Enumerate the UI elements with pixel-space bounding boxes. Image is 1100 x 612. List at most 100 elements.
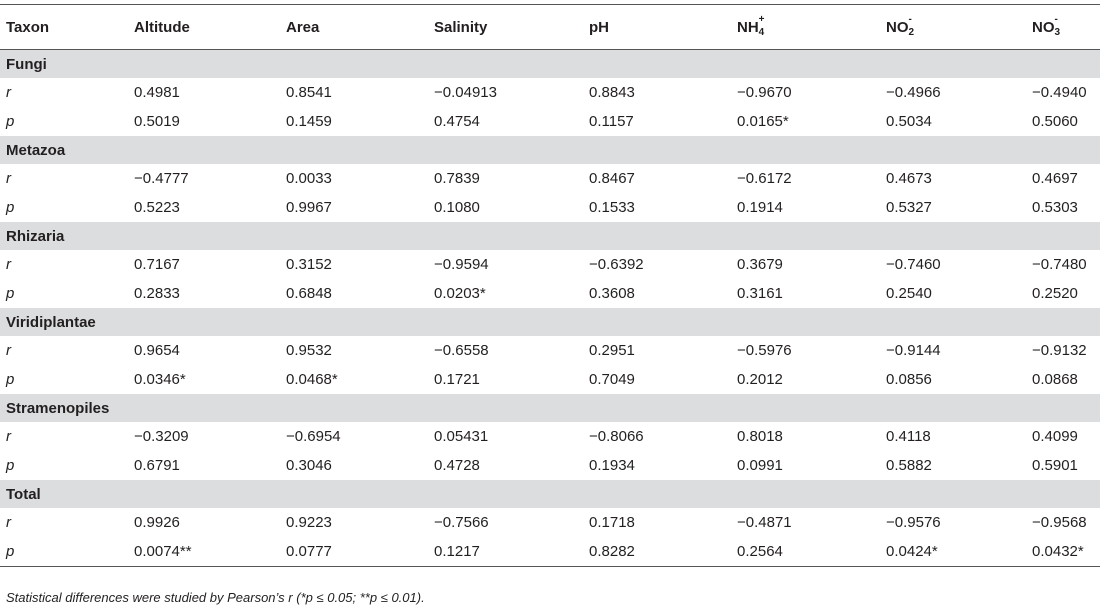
table-row: r 0.9926 0.9223 −0.7566 0.1718 −0.4871 −0.9576…: [0, 508, 1100, 537]
table-cell: 0.0033: [286, 170, 332, 187]
header-area: Area: [286, 18, 320, 36]
table-cell: 0.1533: [589, 199, 635, 216]
table-cell: 0.4673: [886, 170, 932, 187]
header-no3-sub: 3: [1054, 26, 1061, 38]
table-row: r 0.9654 0.9532 −0.6558 0.2951 −0.5976 −0.9144…: [0, 336, 1100, 365]
table-cell: 0.8018: [737, 428, 783, 445]
table-cell: 0.0991: [737, 457, 783, 474]
group-label: Viridiplantae: [0, 308, 1100, 336]
table-cell: 0.5019: [134, 113, 180, 130]
table-cell: 0.1217: [434, 543, 480, 560]
table-cell: 0.1914: [737, 199, 783, 216]
row-label: p: [6, 543, 15, 560]
table-row: p 0.0346* 0.0468* 0.1721 0.7049 0.2012 0.0856 0…: [0, 365, 1100, 394]
table-cell: 0.2951: [589, 342, 635, 359]
table-cell: 0.4697: [1032, 170, 1078, 187]
table-cell: 0.0868: [1032, 371, 1078, 388]
header-nh4-base: NH: [737, 18, 759, 36]
table-cell: 0.8282: [589, 543, 635, 560]
table-cell: −0.4940: [1032, 84, 1087, 101]
row-label: p: [6, 285, 15, 302]
table-cell: 0.7839: [434, 170, 480, 187]
table-cell: −0.04913: [434, 84, 497, 101]
table-cell: 0.0468*: [286, 371, 338, 388]
table-cell: 0.9967: [286, 199, 332, 216]
correlation-table: Taxon Altitude Area Salinity pH NH +4 NO -…: [0, 4, 1100, 567]
header-no2-sub: 2: [908, 26, 915, 38]
table-cell: 0.5034: [886, 113, 932, 130]
table-cell: 0.5060: [1032, 113, 1078, 130]
table-cell: −0.4871: [737, 514, 792, 531]
table-cell: −0.9576: [886, 514, 941, 531]
header-salinity: Salinity: [434, 18, 488, 36]
header-no2-sup: -: [908, 13, 912, 25]
group-label: Metazoa: [0, 136, 1100, 164]
table-cell: 0.5901: [1032, 457, 1078, 474]
table-row: p 0.6791 0.3046 0.4728 0.1934 0.0991 0.5882 0.5…: [0, 451, 1100, 480]
table-cell: 0.0424*: [886, 543, 938, 560]
table-row: p 0.5223 0.9967 0.1080 0.1533 0.1914 0.5327 0.5…: [0, 193, 1100, 222]
table-cell: −0.9132: [1032, 342, 1087, 359]
table-cell: 0.3679: [737, 256, 783, 273]
header-no3-sup: -: [1054, 13, 1058, 25]
table-row: r 0.4981 0.8541 −0.04913 0.8843 −0.9670 −0.496…: [0, 78, 1100, 107]
table-cell: 0.0432*: [1032, 543, 1084, 560]
row-label: r: [6, 514, 11, 531]
header-taxon: Taxon: [6, 18, 50, 36]
header-no2: NO -2: [886, 5, 1032, 50]
table-cell: 0.0165*: [737, 113, 789, 130]
row-label: p: [6, 371, 15, 388]
table-cell: −0.3209: [134, 428, 189, 445]
table-cell: −0.8066: [589, 428, 644, 445]
table-cell: −0.6172: [737, 170, 792, 187]
table-cell: 0.6791: [134, 457, 180, 474]
table-cell: 0.1459: [286, 113, 332, 130]
table-cell: −0.4966: [886, 84, 941, 101]
row-label: p: [6, 457, 15, 474]
group-row: Viridiplantae: [0, 308, 1100, 336]
header-no3-base: NO: [1032, 18, 1055, 36]
table-cell: −0.9594: [434, 256, 489, 273]
table-cell: 0.3161: [737, 285, 783, 302]
table-cell: 0.05431: [434, 428, 489, 445]
header-nh4-sub: 4: [758, 26, 765, 38]
table-cell: 0.4118: [886, 428, 931, 445]
header-ph: pH: [589, 18, 609, 36]
table-cell: 0.2833: [134, 285, 180, 302]
row-label: r: [6, 170, 11, 187]
table-cell: 0.1080: [434, 199, 480, 216]
table-cell: 0.8467: [589, 170, 635, 187]
table-row: r 0.7167 0.3152 −0.9594 −0.6392 0.3679 −0.7460…: [0, 250, 1100, 279]
table-cell: 0.0346*: [134, 371, 186, 388]
table-cell: 0.1157: [589, 113, 634, 130]
header-row: Taxon Altitude Area Salinity pH NH +4 NO -…: [0, 4, 1100, 50]
table-cell: 0.2012: [737, 371, 783, 388]
group-row: Stramenopiles: [0, 394, 1100, 422]
group-label: Rhizaria: [0, 222, 1100, 250]
table-body: Fungi r 0.4981 0.8541 −0.04913 0.8843 −0.9670 −…: [0, 49, 1100, 567]
table-cell: −0.9670: [737, 84, 792, 101]
header-nh4: NH +4: [737, 5, 886, 50]
header-no2-base: NO: [886, 18, 909, 36]
table-cell: 0.4099: [1032, 428, 1078, 445]
table-cell: 0.5303: [1032, 199, 1078, 216]
table-row: r −0.4777 0.0033 0.7839 0.8467 −0.6172 0.4673 0…: [0, 164, 1100, 193]
row-label: r: [6, 428, 11, 445]
table-cell: 0.0203*: [434, 285, 486, 302]
table-cell: 0.3152: [286, 256, 332, 273]
table-cell: 0.4981: [134, 84, 180, 101]
table-cell: 0.9223: [286, 514, 332, 531]
table-cell: −0.5976: [737, 342, 792, 359]
table-cell: 0.7049: [589, 371, 635, 388]
header-no3: NO -3: [1032, 5, 1100, 50]
table-cell: 0.8843: [589, 84, 635, 101]
row-label: r: [6, 84, 11, 101]
group-row: Fungi: [0, 49, 1100, 78]
header-nh4-sup: +: [758, 13, 765, 25]
row-label: p: [6, 113, 15, 130]
table-row: p 0.0074** 0.0777 0.1217 0.8282 0.2564 0.0424*…: [0, 537, 1100, 567]
table-cell: −0.7566: [434, 514, 489, 531]
group-row: Rhizaria: [0, 222, 1100, 250]
table-row: p 0.5019 0.1459 0.4754 0.1157 0.0165* 0.5034 0.…: [0, 107, 1100, 136]
